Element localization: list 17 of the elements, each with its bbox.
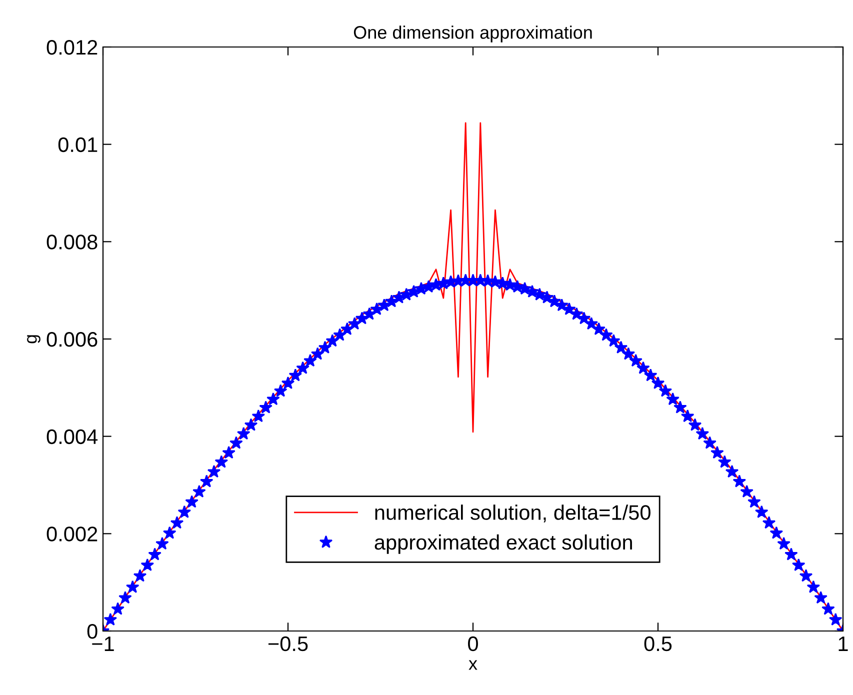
y-tick-label: 0.008 (46, 234, 98, 250)
x-tick-label: 0.5 (644, 636, 672, 652)
y-tick-label: 0.01 (58, 137, 98, 152)
y-axis-title: g (27, 335, 40, 344)
x-tick-label: −1 (92, 636, 114, 651)
y-tick-label: 0 (87, 624, 98, 639)
y-tick-label: 0.004 (46, 429, 98, 444)
legend-label: approximated exact solution (374, 534, 632, 554)
x-tick-label: 1 (838, 636, 848, 651)
y-tick-label: 0.012 (46, 40, 98, 55)
legend-label: numerical solution, delta=1/50 (375, 504, 650, 522)
y-tick-label: 0.006 (46, 332, 98, 347)
y-tick-label: 0.002 (46, 526, 98, 542)
x-axis-title: x (468, 660, 478, 670)
chart-title: One dimension approximation (354, 26, 592, 42)
x-tick-label: −0.5 (268, 636, 308, 652)
x-tick-label: 0 (468, 636, 478, 652)
